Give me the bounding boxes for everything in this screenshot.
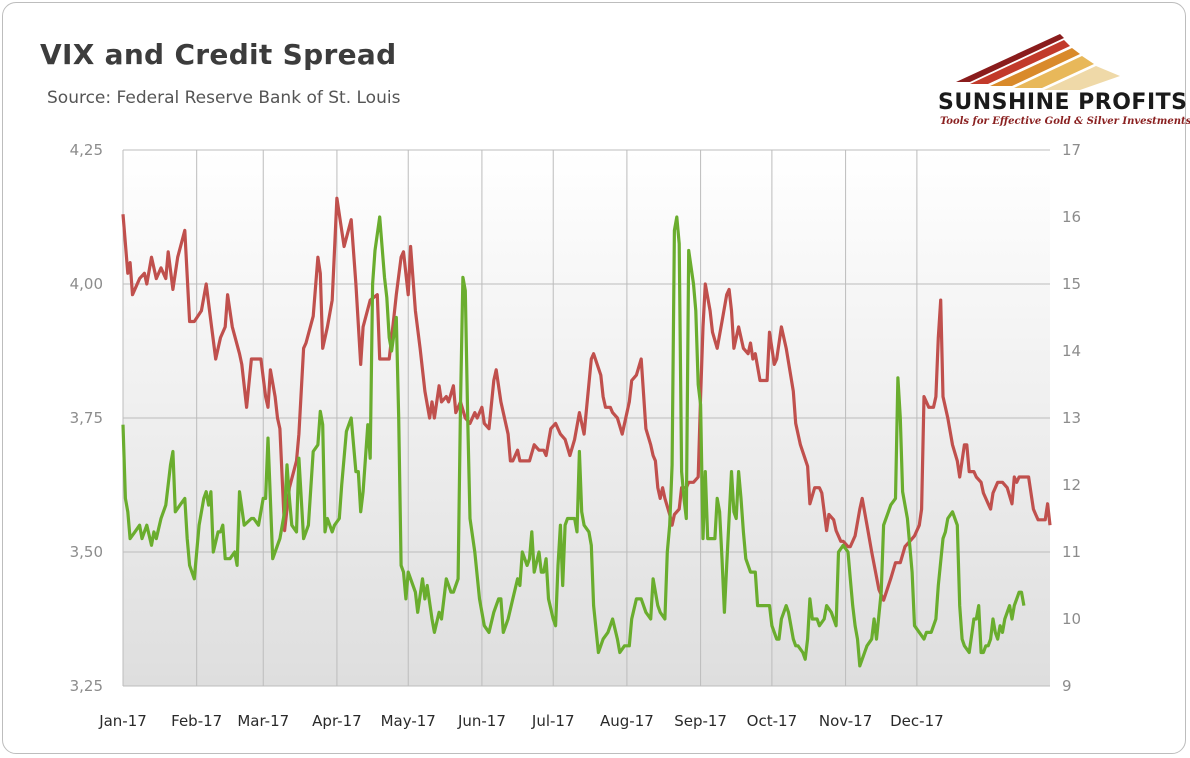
y-right-tick-label: 15 [1062, 275, 1081, 293]
y-axis-right: 9 10 11 12 13 14 15 16 17 [1062, 141, 1081, 695]
y-right-tick-label: 14 [1062, 342, 1081, 360]
series-lines [121, 196, 1052, 668]
x-tick-label: Apr-17 [312, 712, 362, 730]
y-right-tick-label: 11 [1062, 543, 1081, 561]
logo-tagline: Tools for Effective Gold & Silver Invest… [940, 116, 1190, 127]
y-right-tick-label: 13 [1062, 409, 1081, 427]
x-tick-label: Mar-17 [237, 712, 289, 730]
x-tick-label: Nov-17 [819, 712, 872, 730]
x-axis: Jan-17 Feb-17 Mar-17 Apr-17 May-17 Jun-17 Jul-… [98, 712, 943, 730]
x-tick-label: May-17 [381, 712, 436, 730]
x-tick-label: Oct-17 [747, 712, 797, 730]
y-left-tick-label: 3,75 [70, 409, 103, 427]
y-right-tick-label: 17 [1062, 141, 1081, 159]
y-left-tick-label: 4,25 [70, 141, 103, 159]
x-tick-label: Jan-17 [98, 712, 147, 730]
chart-subtitle: Source: Federal Reserve Bank of St. Loui… [47, 88, 401, 108]
y-right-tick-label: 9 [1062, 677, 1072, 695]
y-right-tick-label: 12 [1062, 476, 1081, 494]
y-left-tick-label: 3,50 [70, 543, 103, 561]
chart-title: VIX and Credit Spread [40, 38, 397, 71]
x-tick-label: Dec-17 [890, 712, 944, 730]
x-tick-label: Jul-17 [531, 712, 575, 730]
logo-name: SUNSHINE PROFITS [938, 90, 1188, 115]
y-left-tick-label: 4,00 [70, 275, 103, 293]
x-tick-label: Jun-17 [457, 712, 506, 730]
y-right-tick-label: 16 [1062, 208, 1081, 226]
x-tick-label: Feb-17 [171, 712, 222, 730]
y-right-tick-label: 10 [1062, 610, 1081, 628]
x-tick-label: Aug-17 [600, 712, 654, 730]
series-vix [121, 215, 1026, 668]
y-axis-left: 3,25 3,50 3,75 4,00 4,25 [70, 141, 103, 695]
series-credit-spread [121, 196, 1052, 602]
y-left-tick-label: 3,25 [70, 677, 103, 695]
x-tick-label: Sep-17 [674, 712, 727, 730]
sunshine-profits-logo-icon [956, 34, 1120, 90]
